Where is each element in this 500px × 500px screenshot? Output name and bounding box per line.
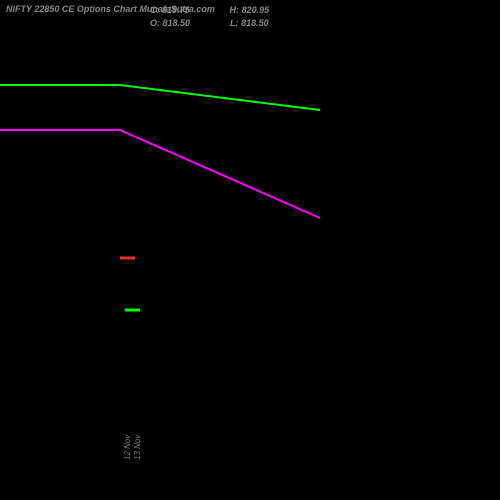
high-label: H: bbox=[230, 5, 240, 15]
x-tick-label: 13 Nov bbox=[133, 435, 142, 460]
low-readout: L: 818.50 bbox=[230, 17, 269, 30]
close-label: C: bbox=[150, 5, 160, 15]
open-readout: O: 818.50 bbox=[150, 17, 190, 30]
chart-container: NIFTY 22850 CE Options Chart MunafaSutra… bbox=[0, 0, 500, 500]
open-label: O: bbox=[150, 18, 160, 28]
ohlc-readout: C: 819.75 H: 820.95 O: 818.50 L: 818.50 bbox=[150, 4, 269, 29]
chart-background bbox=[0, 0, 500, 500]
open-value: 818.50 bbox=[163, 18, 191, 28]
x-tick-label: 12 Nov bbox=[123, 435, 132, 460]
close-value: 819.75 bbox=[162, 5, 190, 15]
chart-svg bbox=[0, 0, 500, 500]
low-value: 818.50 bbox=[241, 18, 269, 28]
high-readout: H: 820.95 bbox=[230, 4, 270, 17]
high-value: 820.95 bbox=[242, 5, 270, 15]
close-readout: C: 819.75 bbox=[150, 4, 190, 17]
low-label: L: bbox=[230, 18, 239, 28]
